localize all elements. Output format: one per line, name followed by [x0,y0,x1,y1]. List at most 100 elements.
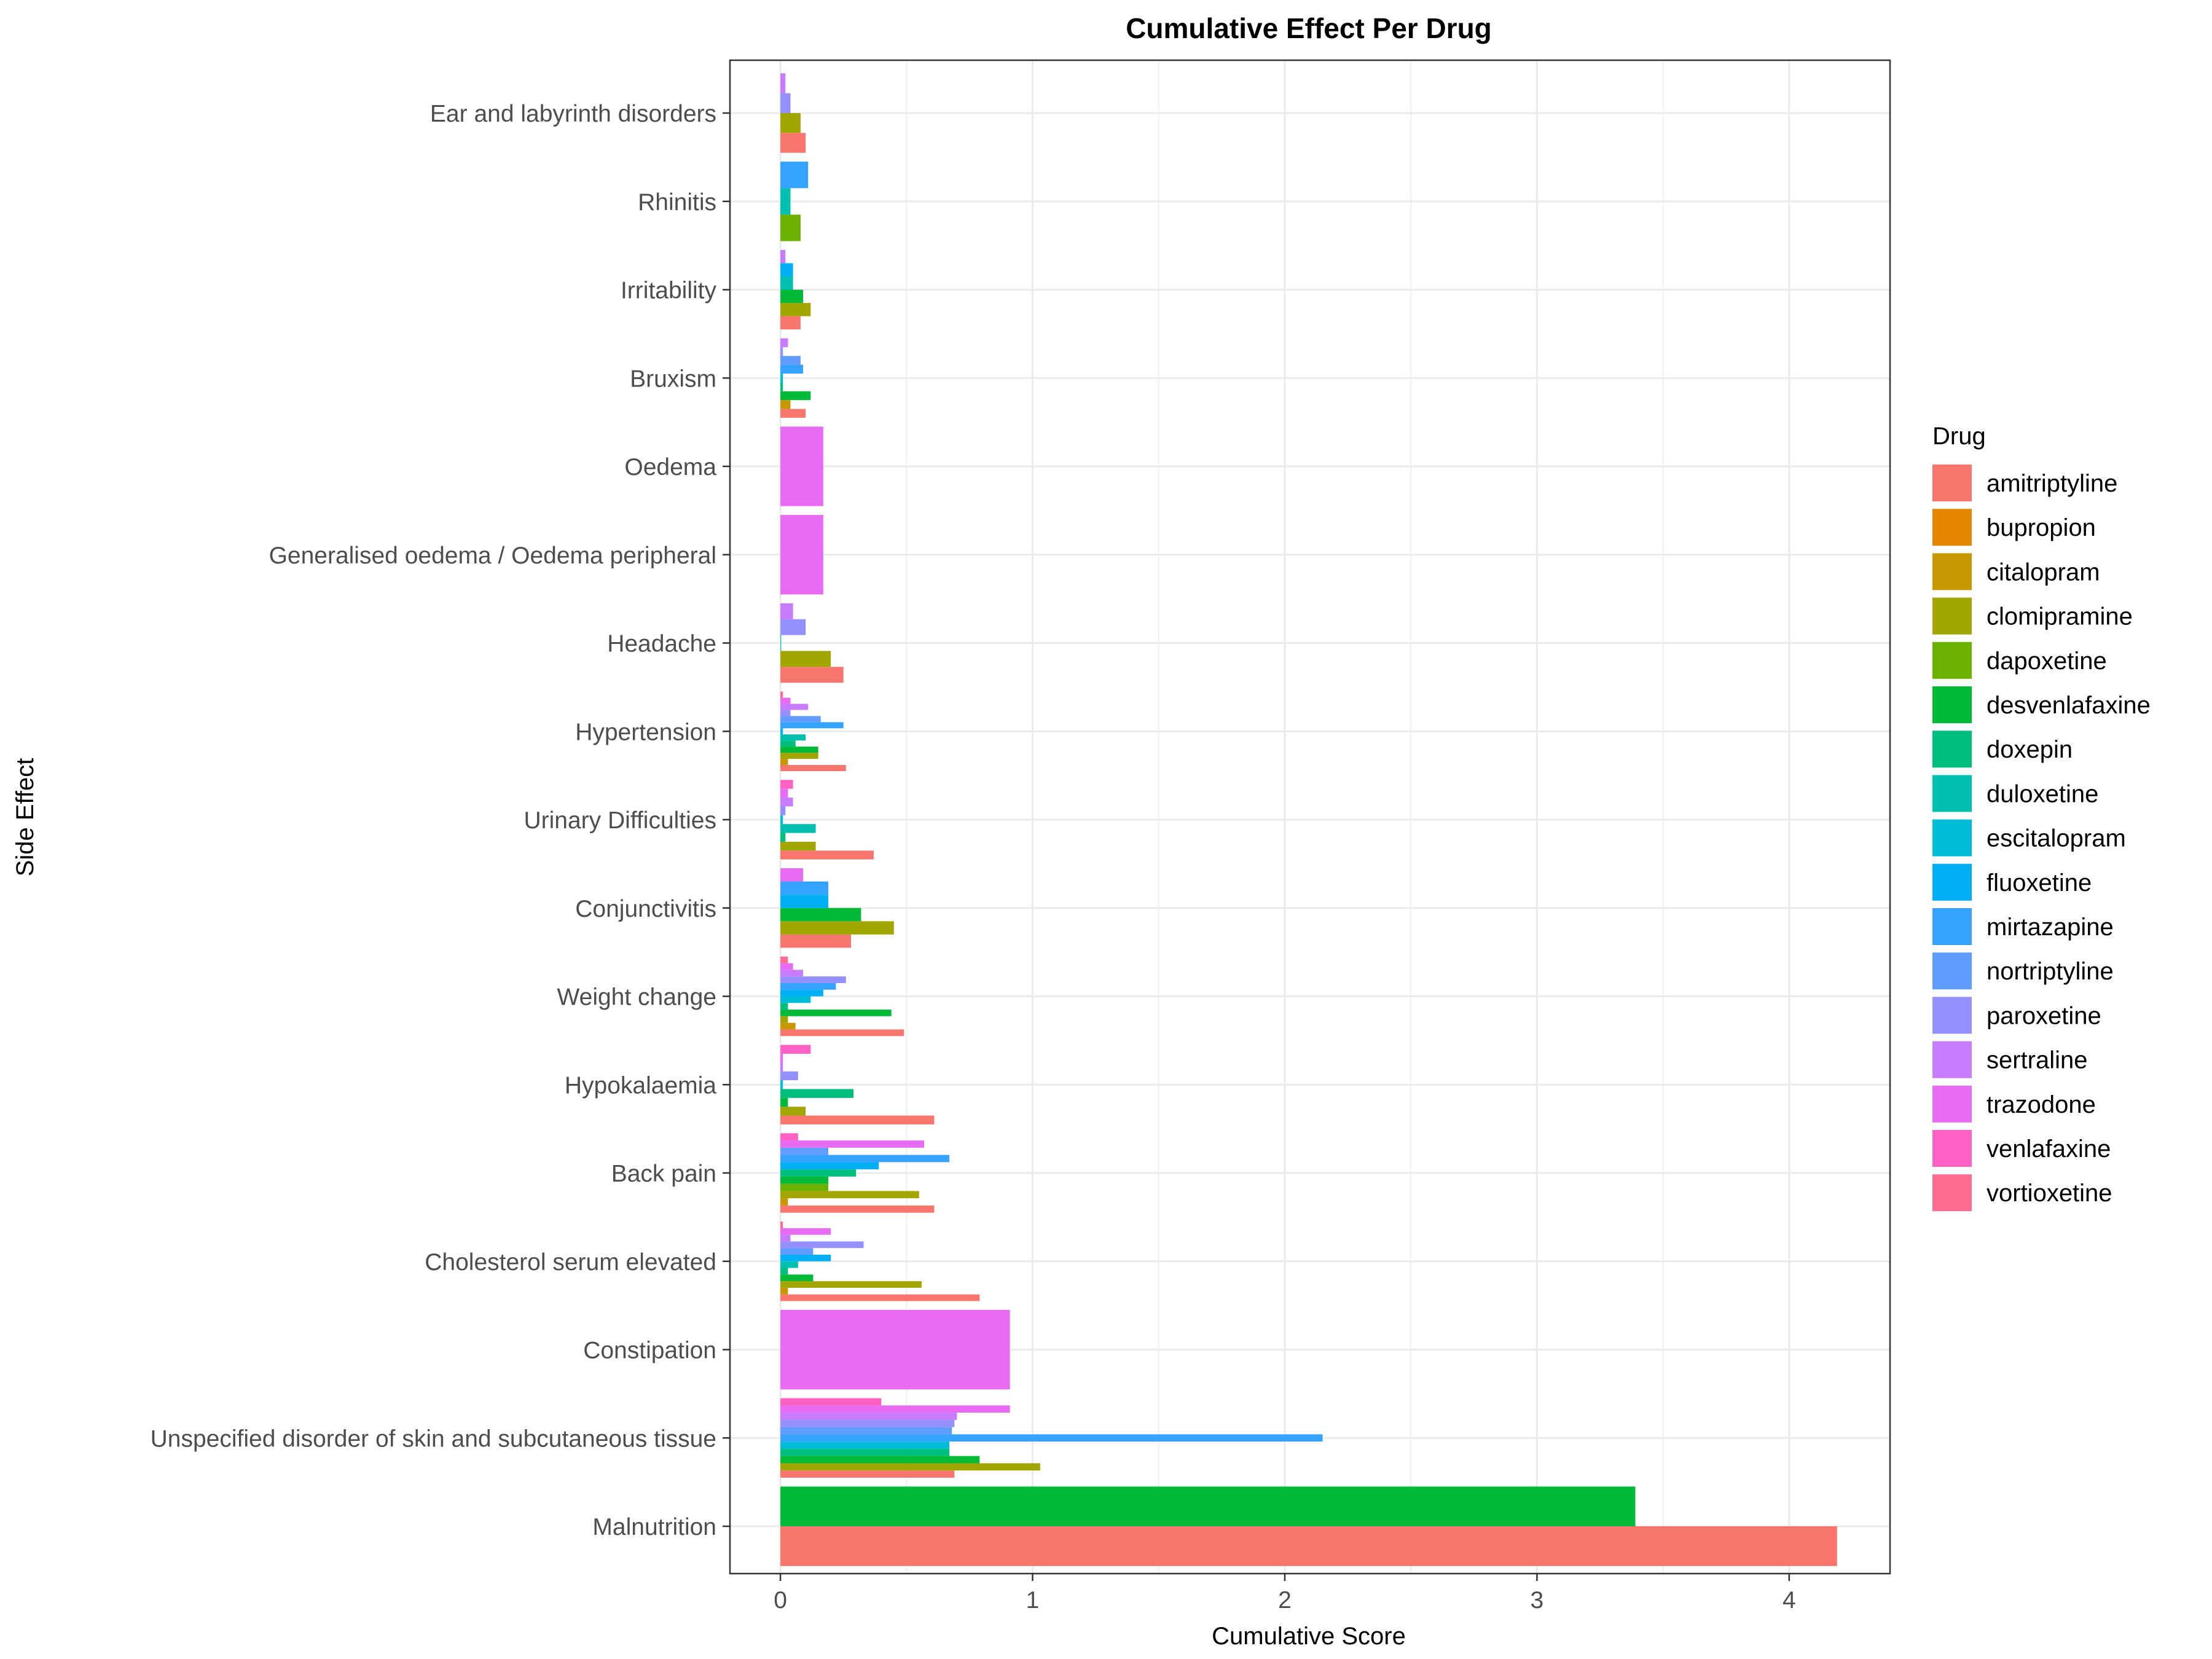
bar-mirtazapine [780,982,836,990]
bar-desvenlafaxine [780,1097,788,1107]
legend-key-bupropion [1932,509,1972,546]
bar-clomipramine [780,113,801,133]
bar-desvenlafaxine [780,1010,892,1016]
bar-fluoxetine [780,895,829,908]
bar-vortioxetine [780,691,783,698]
bar-mirtazapine [780,1434,1323,1442]
bar-paroxetine [780,619,806,635]
bar-paroxetine [780,347,783,356]
legend-key-fluoxetine [1932,863,1972,901]
bar-paroxetine [780,806,786,815]
bar-trazodone [780,1053,783,1063]
bar-clomipramine [780,841,816,851]
legend-title: Drug [1932,423,1986,450]
bar-duloxetine [780,188,791,215]
y-tick-label: Ear and labyrinth disorders [430,101,716,127]
bar-amitriptyline [780,1294,980,1301]
legend-label: dapoxetine [1986,648,2107,675]
bar-amitriptyline [780,1526,1837,1566]
legend-key-amitriptyline [1932,465,1972,501]
bar-sertraline [780,249,786,264]
legend-label: escitalopram [1986,825,2126,852]
bar-vortioxetine [780,956,788,963]
bar-amitriptyline [780,1470,955,1478]
bar-sertraline [780,970,804,977]
bar-amitriptyline [780,1029,904,1037]
bar-clomipramine [780,1016,788,1023]
bar-duloxetine [780,635,782,651]
bar-clomipramine [780,1281,922,1288]
legend-key-venlafaxine [1932,1130,1972,1167]
legend-label: sertraline [1986,1047,2088,1074]
bar-trazodone [780,868,804,882]
bar-sertraline [780,798,793,807]
legend-key-nortriptyline [1932,952,1972,990]
bar-desvenlafaxine [780,1486,1636,1526]
bar-nortriptyline [780,356,801,365]
bar-clomipramine [780,1463,1040,1471]
bars [780,73,1837,1566]
bar-sertraline [780,1234,791,1242]
legend-key-vortioxetine [1932,1174,1972,1212]
bar-dapoxetine [780,1183,829,1191]
bar-doxepin [780,1268,788,1275]
y-tick-label: Hypertension [575,719,716,745]
legend-label: clomipramine [1986,603,2133,630]
bar-trazodone [780,963,793,970]
y-tick-label: Hypokalaemia [565,1072,716,1099]
bar-fluoxetine [780,263,793,276]
bar-doxepin [780,740,796,747]
bar-sertraline [780,704,809,710]
legend-label: desvenlafaxine [1986,692,2151,719]
bar-citalopram [780,1198,788,1206]
chart-title: Cumulative Effect Per Drug [1126,12,1492,44]
bar-doxepin [780,1169,857,1177]
legend-key-paroxetine [1932,997,1972,1034]
legend-key-sertraline [1932,1041,1972,1078]
bar-venlafaxine [780,1398,882,1406]
bar-doxepin [780,1089,854,1098]
bar-paroxetine [780,93,791,113]
bar-amitriptyline [780,850,874,860]
bar-clomipramine [780,1107,806,1116]
legend-label: trazodone [1986,1091,2096,1118]
x-tick-label: 0 [774,1587,787,1614]
bar-amitriptyline [780,934,852,948]
bar-trazodone [780,1309,1010,1390]
bar-dapoxetine [780,214,801,241]
legend-key-mirtazapine [1932,908,1972,945]
bar-escitalopram [780,996,811,1003]
bar-clomipramine [780,921,894,935]
y-tick-label: Conjunctivitis [575,896,716,922]
bar-duloxetine [780,824,816,833]
y-tick-label: Weight change [557,984,716,1011]
bar-desvenlafaxine [780,289,804,304]
bar-escitalopram [780,374,783,383]
bar-mirtazapine [780,162,809,189]
bar-fluoxetine [780,1162,879,1170]
bar-duloxetine [780,734,806,741]
legend-key-citalopram [1932,553,1972,590]
bar-sertraline [780,1062,783,1072]
x-tick-label: 2 [1278,1587,1292,1614]
bar-vortioxetine [780,1222,783,1228]
y-tick-label: Rhinitis [638,189,716,216]
bar-venlafaxine [780,1133,798,1141]
legend-label: citalopram [1986,559,2100,586]
legend: Drug amitriptyline bupropion citalopram clo… [1932,423,2151,1212]
x-axis-title: Cumulative Score [1212,1623,1406,1650]
legend-key-trazodone [1932,1085,1972,1123]
legend-label: amitriptyline [1986,470,2117,497]
bar-fluoxetine [780,728,783,735]
bar-citalopram [780,400,791,409]
bar-nortriptyline [780,1147,829,1155]
legend-label: nortriptyline [1986,958,2114,985]
legend-label: duloxetine [1986,780,2098,807]
bar-escitalopram [780,815,783,825]
bar-doxepin [780,382,783,391]
bar-duloxetine [780,276,793,290]
legend-key-duloxetine [1932,775,1972,812]
y-tick-label: Headache [607,631,716,657]
y-tick-label: Malnutrition [592,1514,716,1540]
